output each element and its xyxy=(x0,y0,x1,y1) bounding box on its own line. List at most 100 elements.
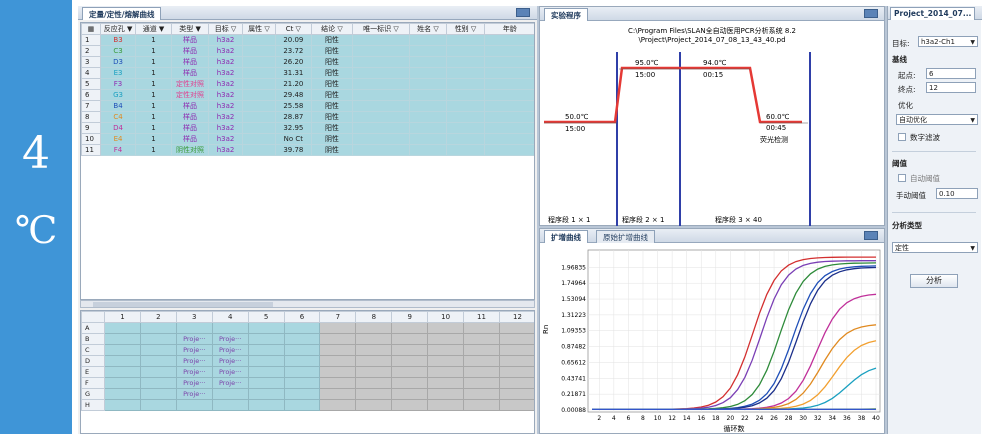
plate-row-header[interactable]: G xyxy=(81,388,105,400)
column-header[interactable]: 姓名 ▽ xyxy=(408,23,448,35)
plate-well[interactable] xyxy=(427,366,465,378)
table-row[interactable]: 7 B4 1 样品 h3a2 25.58 阳性 xyxy=(81,100,534,112)
plate-well[interactable]: Proje··· xyxy=(211,377,249,389)
column-header[interactable]: 结论 ▽ xyxy=(310,23,354,35)
plate-well[interactable] xyxy=(463,399,500,411)
plate-well[interactable] xyxy=(283,377,321,389)
plate-well[interactable] xyxy=(247,344,285,356)
plate-well[interactable] xyxy=(498,377,534,389)
plate-well[interactable] xyxy=(104,388,141,400)
plate-row-header[interactable]: C xyxy=(81,344,105,356)
plate-well[interactable] xyxy=(355,355,393,367)
plate-column-header[interactable]: 8 xyxy=(355,311,393,323)
plate-well[interactable] xyxy=(175,399,213,411)
plate-well[interactable] xyxy=(283,333,321,345)
tab-amplification-curve[interactable]: 扩增曲线 xyxy=(544,230,588,243)
plate-well[interactable] xyxy=(139,377,177,389)
plate-well[interactable] xyxy=(319,377,357,389)
plate-column-header[interactable]: 11 xyxy=(463,311,500,323)
plate-well[interactable] xyxy=(427,322,465,334)
plate-well[interactable] xyxy=(391,322,429,334)
analysis-type-select[interactable]: 定性 ▼ xyxy=(892,242,978,253)
plate-well[interactable] xyxy=(283,399,321,411)
plate-well[interactable] xyxy=(463,388,500,400)
column-header[interactable]: 性别 ▽ xyxy=(446,23,485,35)
end-input[interactable]: 12 xyxy=(926,82,976,93)
plate-well[interactable] xyxy=(355,377,393,389)
column-header[interactable]: 目标 ▽ xyxy=(208,23,243,35)
plate-well[interactable] xyxy=(211,399,249,411)
plate-well[interactable] xyxy=(247,366,285,378)
plate-well[interactable]: Proje··· xyxy=(175,388,213,400)
plate-row-header[interactable]: B xyxy=(81,333,105,345)
target-select[interactable]: h3a2-Ch1 ▼ xyxy=(918,36,978,47)
plate-well[interactable] xyxy=(463,344,500,356)
plate-well[interactable] xyxy=(391,399,429,411)
table-row[interactable]: 8 C4 1 样品 h3a2 28.87 阳性 xyxy=(81,111,534,123)
column-header[interactable]: Ct ▽ xyxy=(275,23,312,35)
plate-well[interactable] xyxy=(498,399,534,411)
plate-well[interactable]: Proje··· xyxy=(175,377,213,389)
plate-well[interactable] xyxy=(463,333,500,345)
plate-well[interactable]: Proje··· xyxy=(211,355,249,367)
plate-well[interactable] xyxy=(104,355,141,367)
plate-well[interactable] xyxy=(498,355,534,367)
plate-well[interactable] xyxy=(427,344,465,356)
optimize-select[interactable]: 自动优化 ▼ xyxy=(896,114,978,125)
plate-well[interactable] xyxy=(247,322,285,334)
plate-well[interactable] xyxy=(247,388,285,400)
grid-corner-icon[interactable]: ▦ xyxy=(81,23,101,35)
table-row[interactable]: 4 E3 1 样品 h3a2 31.31 阳性 xyxy=(81,67,534,79)
digital-filter-checkbox[interactable] xyxy=(898,133,906,141)
plate-well[interactable] xyxy=(498,333,534,345)
plate-well[interactable] xyxy=(175,322,213,334)
plate-well[interactable] xyxy=(139,399,177,411)
plate-well[interactable] xyxy=(391,366,429,378)
tab-experiment-program[interactable]: 实验程序 xyxy=(544,8,588,21)
plate-column-header[interactable]: 12 xyxy=(498,311,534,323)
manual-threshold-input[interactable]: 0.10 xyxy=(936,188,978,199)
table-row[interactable]: 9 D4 1 样品 h3a2 32.95 阳性 xyxy=(81,122,534,134)
plate-well[interactable] xyxy=(139,322,177,334)
plate-well[interactable] xyxy=(355,344,393,356)
panel-menu-icon[interactable] xyxy=(516,8,530,17)
plate-well[interactable] xyxy=(211,388,249,400)
plate-well[interactable]: Proje··· xyxy=(211,366,249,378)
plate-well[interactable] xyxy=(139,333,177,345)
plate-well[interactable] xyxy=(391,377,429,389)
plate-well[interactable] xyxy=(355,399,393,411)
plate-well[interactable] xyxy=(319,322,357,334)
plate-well[interactable] xyxy=(355,333,393,345)
plate-column-header[interactable]: 6 xyxy=(283,311,321,323)
table-row[interactable]: 3 D3 1 样品 h3a2 26.20 阳性 xyxy=(81,56,534,68)
plate-well[interactable] xyxy=(104,366,141,378)
plate-well[interactable] xyxy=(211,322,249,334)
plate-well[interactable] xyxy=(463,322,500,334)
plate-well[interactable] xyxy=(427,399,465,411)
tab-project[interactable]: Project_2014_07... xyxy=(890,7,976,20)
plate-well[interactable] xyxy=(498,322,534,334)
plate-well[interactable] xyxy=(319,399,357,411)
plate-well[interactable]: Proje··· xyxy=(175,333,213,345)
plate-well[interactable] xyxy=(319,333,357,345)
plate-row-header[interactable]: F xyxy=(81,377,105,389)
plate-well[interactable]: Proje··· xyxy=(175,366,213,378)
plate-well[interactable] xyxy=(319,388,357,400)
plate-well[interactable] xyxy=(427,333,465,345)
plate-well[interactable] xyxy=(104,399,141,411)
plate-well[interactable] xyxy=(139,388,177,400)
plate-row-header[interactable]: H xyxy=(81,399,105,411)
plate-well[interactable] xyxy=(247,399,285,411)
plate-column-header[interactable]: 10 xyxy=(427,311,465,323)
column-header[interactable]: 年龄 xyxy=(483,23,534,35)
plate-well[interactable] xyxy=(283,322,321,334)
column-header[interactable]: 通道 ▼ xyxy=(135,23,172,35)
table-row[interactable]: 5 F3 1 定性对照 h3a2 21.20 阳性 xyxy=(81,78,534,90)
plate-well[interactable] xyxy=(283,344,321,356)
plate-well[interactable] xyxy=(104,377,141,389)
plate-column-header[interactable]: 7 xyxy=(319,311,357,323)
plate-well[interactable] xyxy=(104,344,141,356)
plate-well[interactable] xyxy=(498,366,534,378)
analyze-button[interactable]: 分析 xyxy=(910,274,958,288)
plate-well[interactable] xyxy=(391,388,429,400)
